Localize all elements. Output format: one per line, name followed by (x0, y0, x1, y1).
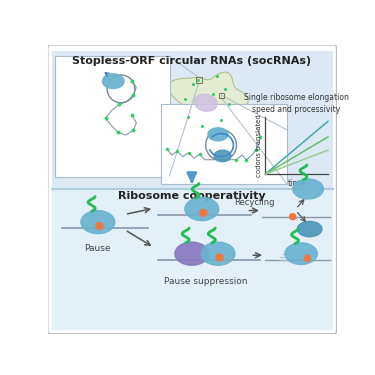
Circle shape (216, 254, 223, 261)
Circle shape (96, 222, 103, 230)
Ellipse shape (194, 94, 217, 111)
Ellipse shape (297, 221, 322, 237)
Ellipse shape (185, 198, 219, 220)
Circle shape (200, 209, 207, 216)
FancyBboxPatch shape (55, 56, 170, 177)
Text: Recycling: Recycling (234, 198, 274, 207)
FancyBboxPatch shape (48, 45, 337, 334)
Ellipse shape (214, 150, 231, 162)
Text: Stopless-ORF circular RNAs (socRNAs): Stopless-ORF circular RNAs (socRNAs) (72, 56, 311, 66)
Text: time: time (288, 179, 305, 188)
Circle shape (304, 255, 310, 261)
Ellipse shape (175, 242, 209, 265)
FancyBboxPatch shape (161, 104, 287, 184)
Ellipse shape (208, 128, 228, 141)
Ellipse shape (81, 210, 115, 234)
Circle shape (290, 214, 296, 220)
FancyBboxPatch shape (52, 51, 333, 189)
Text: Pause suppression: Pause suppression (164, 277, 248, 286)
Text: Pause: Pause (85, 244, 111, 253)
Ellipse shape (201, 242, 235, 265)
Ellipse shape (292, 179, 324, 199)
FancyBboxPatch shape (52, 190, 333, 330)
Text: codons translated: codons translated (256, 114, 262, 177)
Text: Ribosome cooperativity: Ribosome cooperativity (118, 191, 266, 201)
Ellipse shape (285, 243, 317, 264)
Ellipse shape (102, 74, 124, 88)
Text: Single ribosome elongation
speed and processivity: Single ribosome elongation speed and pro… (244, 93, 349, 114)
Polygon shape (169, 72, 248, 144)
